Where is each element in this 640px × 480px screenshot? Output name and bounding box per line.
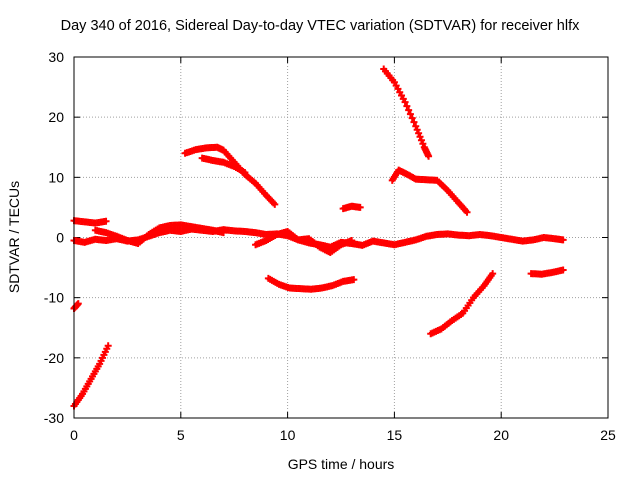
data-point [412,122,420,130]
y-tick-label: -10 [44,290,64,306]
data-point [220,229,228,237]
x-tick-label: 0 [70,427,78,443]
data-point [406,110,414,118]
data-point [410,118,418,126]
y-tick-label: 0 [56,230,64,246]
data-point [559,236,567,244]
x-tick-label: 20 [493,427,509,443]
data-point [350,276,358,284]
data-point [415,129,423,137]
data-series [198,154,249,177]
x-tick-label: 15 [387,427,403,443]
data-point [401,98,409,106]
data-point [413,126,421,134]
data-point [416,133,424,141]
data-series [388,166,471,216]
data-series [181,143,279,208]
data-point [463,208,471,216]
data-point [241,169,249,177]
data-point [417,136,425,144]
data-series [70,300,82,312]
data-series [252,227,356,257]
x-tick-label: 25 [600,427,616,443]
chart-title: Day 340 of 2016, Sidereal Day-to-day VTE… [60,18,580,34]
y-tick-label: 10 [48,169,64,185]
y-tick-label: 30 [48,49,64,65]
x-tick-label: 10 [280,427,296,443]
data-point [403,102,411,110]
data-point [271,200,279,208]
y-axis-label: SDTVAR / TECUs [6,180,22,294]
data-point [405,106,413,114]
data-series [380,65,433,160]
data-point [356,203,364,211]
data-point [419,140,427,148]
plot-frame [73,56,609,419]
data-series [527,266,567,278]
data-point [102,217,110,225]
y-tick-label: -20 [44,350,64,366]
data-point [74,300,82,308]
x-tick-label: 5 [177,427,185,443]
data-point [489,270,497,278]
data-series [70,217,110,227]
y-tick-label: 20 [48,109,64,125]
data-point [559,266,567,274]
data-series [70,342,112,410]
data-point [348,237,356,245]
data-point [104,342,112,350]
data-point [408,114,416,122]
data-series [264,274,358,293]
data-series [339,202,364,213]
data-series [427,270,497,338]
data-point [425,152,433,160]
data-series [91,221,228,248]
y-tick-label: -30 [44,410,64,426]
x-axis-label: GPS time / hours [287,456,395,472]
